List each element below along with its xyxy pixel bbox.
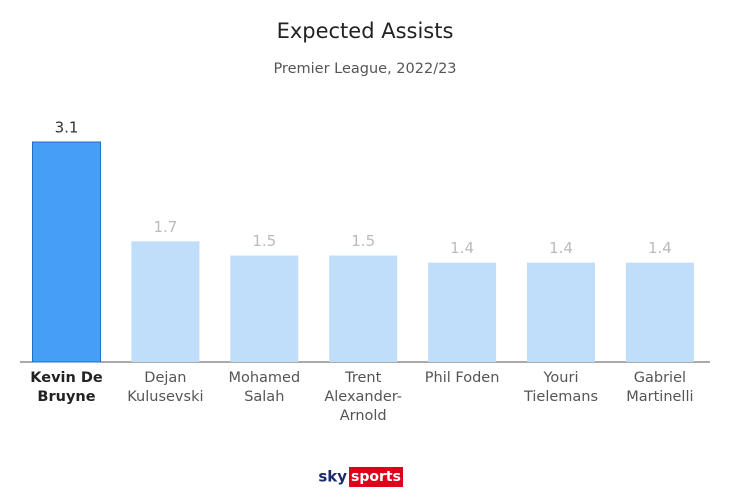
logo-left: sky <box>318 468 347 486</box>
bar <box>329 255 398 362</box>
x-tick-label: Dejan Kulusevski <box>127 370 204 405</box>
x-tick-label: Youri Tielemans <box>523 370 599 405</box>
value-label: 1.5 <box>351 232 375 250</box>
value-label: 1.5 <box>252 232 276 250</box>
chart-title: Expected Assists <box>277 19 454 43</box>
x-tick-label: Gabriel Martinelli <box>626 370 694 405</box>
bar <box>428 262 497 362</box>
value-label: 1.4 <box>549 239 573 257</box>
bar <box>625 262 694 362</box>
bar <box>32 141 101 363</box>
x-tick-label: Trent Alexander-Arnold <box>324 370 403 424</box>
bar <box>230 255 299 362</box>
x-tick-label: Mohamed Salah <box>228 370 301 405</box>
logo-box <box>349 467 403 487</box>
value-label: 1.4 <box>648 239 672 257</box>
value-label: 1.4 <box>450 239 474 257</box>
bar <box>131 241 200 362</box>
bar <box>527 262 595 362</box>
value-label: 3.1 <box>55 119 79 137</box>
x-tick-label: Kevin De Bruyne <box>30 370 103 405</box>
logo-right: sports <box>351 469 401 485</box>
chart-subtitle: Premier League, 2022/23 <box>273 61 456 77</box>
value-label: 1.7 <box>153 218 177 236</box>
x-tick-label: Phil Foden <box>424 370 500 386</box>
